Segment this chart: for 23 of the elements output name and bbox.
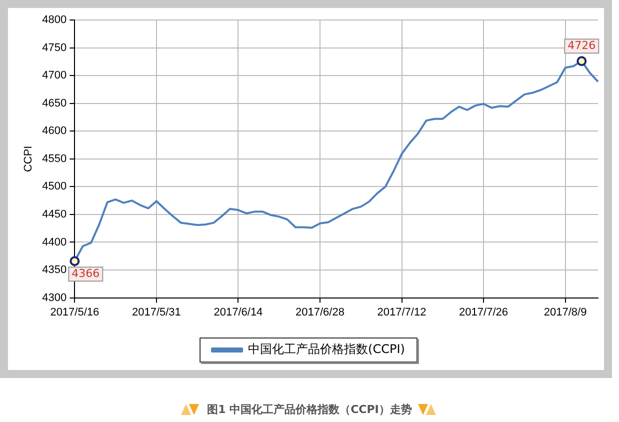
data-label: 4726 [568, 38, 596, 52]
y-tick-label: 4300 [42, 292, 67, 304]
y-tick-label: 4450 [42, 208, 67, 220]
data-label: 4366 [72, 266, 100, 280]
y-tick-label: 4350 [42, 264, 67, 276]
y-tick-label: 4750 [42, 42, 67, 54]
legend-label: 中国化工产品价格指数(CCPI) [248, 342, 405, 356]
y-axis-title: CCPI [22, 146, 35, 172]
y-tick-label: 4400 [42, 236, 67, 248]
x-tick-label: 2017/5/31 [132, 306, 181, 318]
y-tick-label: 4650 [42, 97, 67, 110]
y-tick-label: 4550 [42, 152, 67, 165]
x-tick-label: 2017/5/16 [50, 306, 100, 318]
y-tick-label: 4800 [42, 14, 67, 26]
y-tick-label: 4500 [42, 180, 67, 193]
text: 图1 中国化工产品价格指数（CCPI）走势 [207, 403, 412, 416]
x-tick-label: 2017/7/26 [459, 306, 508, 318]
x-tick-label: 2017/8/9 [544, 306, 587, 318]
y-tick-label: 4700 [42, 70, 67, 82]
x-tick-label: 2017/7/12 [377, 306, 426, 318]
x-tick-label: 2017/6/14 [214, 306, 263, 318]
x-tick-label: 2017/6/28 [296, 306, 344, 318]
y-tick-label: 4600 [42, 125, 67, 138]
